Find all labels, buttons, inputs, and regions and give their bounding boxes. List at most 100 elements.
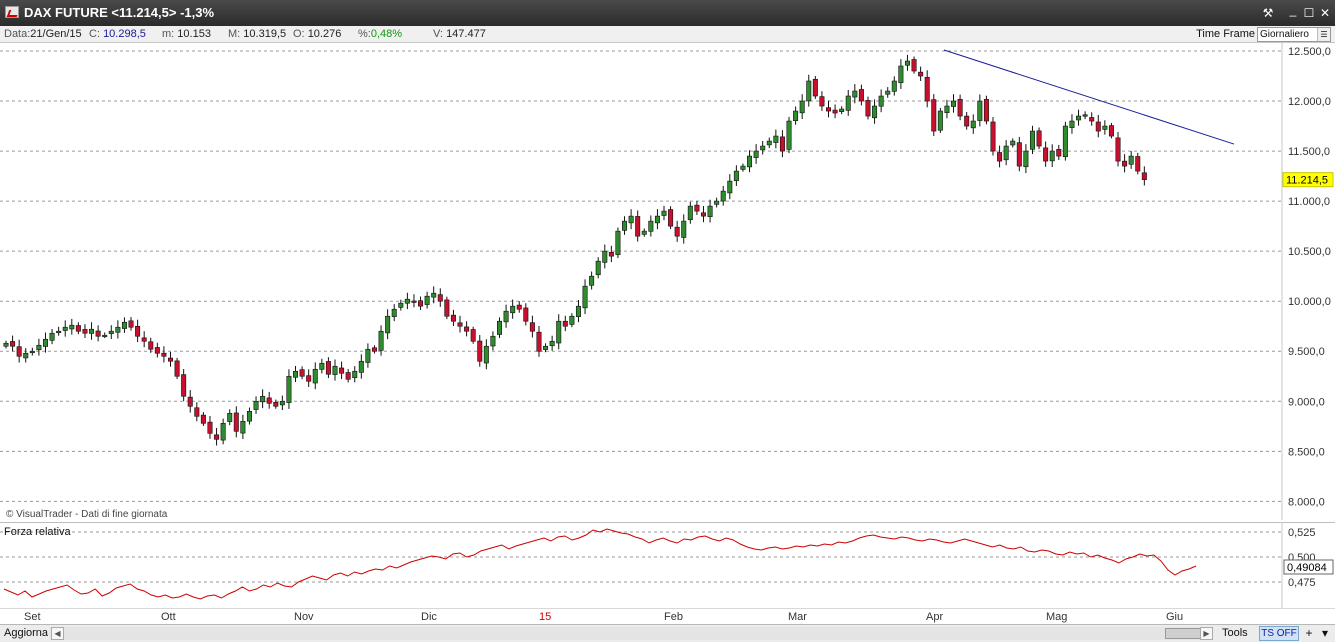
- add-button[interactable]: +: [1305, 626, 1313, 640]
- volume-label: V:: [433, 28, 443, 40]
- candle-down: [812, 78, 818, 97]
- candle-up: [753, 150, 759, 158]
- candle-down: [819, 96, 825, 107]
- timeframe-select[interactable]: Giornaliero ☰: [1257, 27, 1331, 42]
- price-axis-background: [1282, 43, 1335, 520]
- candle-down: [924, 76, 930, 102]
- close-info: C: 10.298,5: [89, 28, 146, 40]
- price-tick-label: 8.000,0: [1288, 496, 1325, 508]
- timeframe-label: Time Frame: [1196, 28, 1255, 40]
- candle-up: [398, 302, 404, 308]
- date-value: 21/Gen/15: [30, 28, 82, 40]
- tools-button[interactable]: Tools: [1222, 627, 1248, 639]
- timeframe-value: Giornaliero: [1260, 29, 1309, 40]
- candle-up: [29, 350, 35, 354]
- x-label-mar: Mar: [788, 611, 807, 623]
- minimize-button[interactable]: _: [1289, 3, 1297, 17]
- price-chart[interactable]: 12.500,0 12.000,0 11.500,0 11.000,0 10.500,0…: [0, 43, 1335, 520]
- candle-up: [575, 305, 581, 317]
- candle-down: [1036, 130, 1042, 147]
- candle-down: [457, 322, 463, 327]
- candle-up: [1102, 125, 1108, 130]
- open-value: 10.276: [307, 28, 342, 40]
- candle-up: [332, 365, 338, 375]
- candle-up: [365, 348, 371, 363]
- candle-down: [931, 99, 937, 132]
- candle-down: [1108, 125, 1114, 137]
- scroll-left-button[interactable]: ◀: [51, 627, 64, 640]
- candle-down: [516, 304, 522, 310]
- scrollbar-thumb[interactable]: [1165, 628, 1201, 639]
- window-title: DAX FUTURE <11.214,5> -1,3%: [24, 5, 215, 20]
- last-price-label: 11.214,5: [1286, 175, 1328, 187]
- maximize-button[interactable]: ☐: [1303, 6, 1315, 20]
- candle-up: [602, 250, 608, 263]
- candle-down: [207, 421, 213, 434]
- price-tick-label: 12.500,0: [1288, 46, 1331, 58]
- candle-down: [200, 414, 206, 424]
- candle-down: [437, 294, 443, 302]
- candle-up: [977, 100, 983, 121]
- ohlc-info-bar: Data:21/Gen/15 C: 10.298,5 m: 10.153 M: …: [0, 26, 1335, 43]
- candle-down: [464, 326, 470, 332]
- close-button[interactable]: ✕: [1319, 6, 1331, 20]
- candle-down: [470, 329, 476, 342]
- candle-down: [181, 374, 187, 397]
- menu-button[interactable]: ▾: [1321, 626, 1329, 640]
- pct-info: %:0,48%: [358, 28, 402, 40]
- pin-icon[interactable]: ⚒: [1262, 6, 1274, 20]
- candle-up: [733, 170, 739, 182]
- candle-down: [10, 341, 16, 347]
- candle-up: [286, 375, 292, 403]
- candle-down: [299, 369, 305, 377]
- candle-up: [102, 334, 108, 338]
- candle-up: [707, 205, 713, 217]
- candle-down: [135, 325, 141, 337]
- candle-down: [325, 361, 331, 375]
- max-info: M: 10.319,5: [228, 28, 286, 40]
- candle-down: [608, 251, 614, 257]
- candle-up: [951, 100, 957, 107]
- candle-up: [1069, 120, 1075, 128]
- price-tick-label: 11.500,0: [1288, 146, 1330, 158]
- candle-up: [220, 422, 226, 441]
- horizontal-scrollbar[interactable]: [50, 627, 1213, 640]
- price-tick-label: 8.500,0: [1288, 446, 1325, 458]
- scroll-right-button[interactable]: ▶: [1200, 627, 1213, 640]
- candle-down: [16, 346, 22, 357]
- status-bar: Aggiorna ◀ ▶ Tools TS OFF + ▾: [0, 624, 1335, 642]
- price-gridlines: [0, 50, 1282, 502]
- candle-up: [898, 65, 904, 84]
- candle-up: [69, 324, 75, 330]
- candle-down: [168, 357, 174, 362]
- candle-down: [273, 401, 279, 407]
- candle-up: [108, 330, 114, 334]
- candle-down: [418, 300, 424, 307]
- candle-down: [635, 216, 641, 237]
- candle-down: [825, 107, 831, 112]
- ts-off-button[interactable]: TS OFF: [1259, 626, 1299, 641]
- candle-up: [714, 200, 720, 205]
- candle-up: [352, 370, 358, 379]
- update-button[interactable]: Aggiorna: [4, 627, 49, 639]
- candle-up: [483, 345, 489, 364]
- candle-down: [957, 98, 963, 117]
- candle-up: [747, 155, 753, 168]
- candle-down: [187, 396, 193, 407]
- x-label-set: Set: [24, 611, 41, 623]
- candle-up: [904, 60, 910, 66]
- candle-up: [760, 145, 766, 151]
- candle-up: [62, 326, 68, 331]
- candle-down: [214, 434, 220, 440]
- candle-up: [878, 95, 884, 107]
- candle-down: [1122, 160, 1128, 167]
- candle-up: [766, 140, 772, 146]
- rsi-tick-label: 0,475: [1288, 577, 1316, 589]
- candle-up: [424, 295, 430, 305]
- candle-up: [227, 412, 233, 422]
- candle-down: [141, 337, 147, 342]
- candle-down: [911, 59, 917, 72]
- candle-up: [240, 420, 246, 434]
- price-tick-label: 9.500,0: [1288, 346, 1325, 358]
